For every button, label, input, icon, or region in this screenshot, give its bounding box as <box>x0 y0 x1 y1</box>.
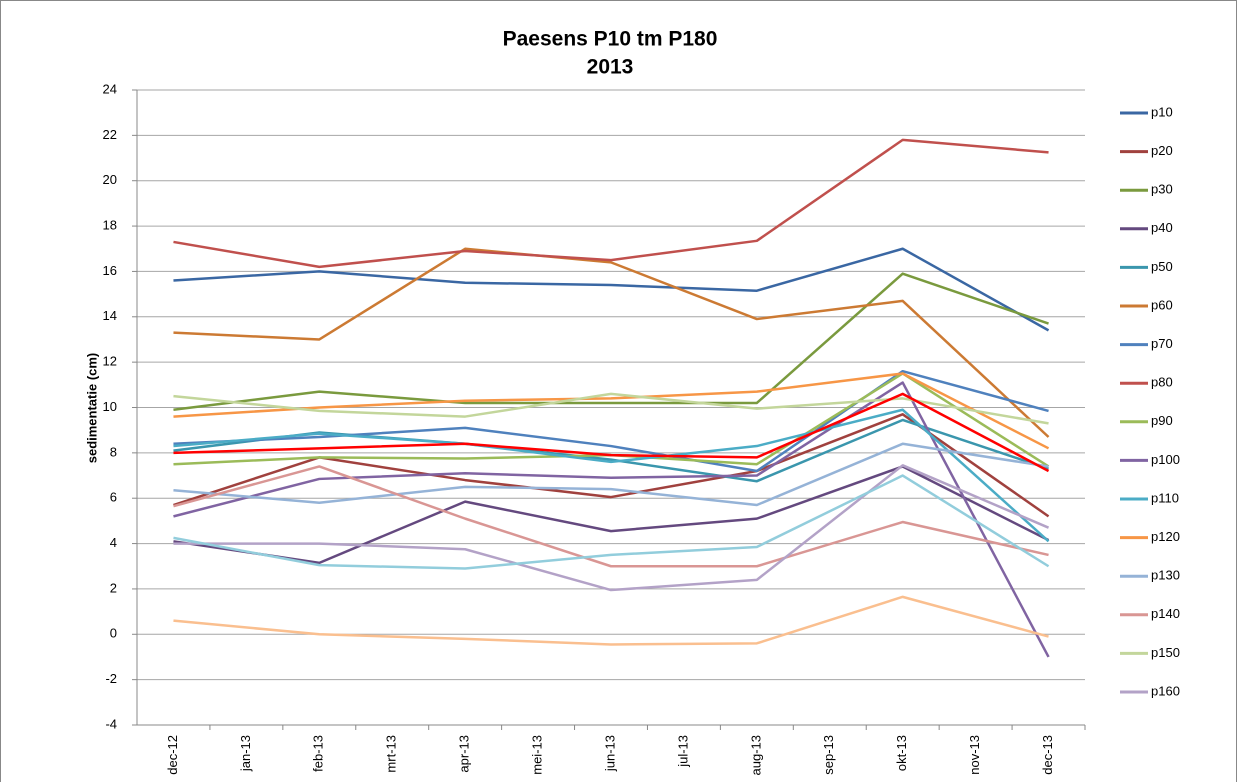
y-tick-label: 14 <box>103 308 117 323</box>
y-tick-label: 24 <box>103 81 117 96</box>
series-line <box>173 272 1049 412</box>
chart-subtitle: 2013 <box>587 56 634 79</box>
x-tick-label: mei-13 <box>530 735 545 775</box>
x-tick-label: okt-13 <box>894 735 909 771</box>
series-line <box>173 465 1049 568</box>
legend-label: p10 <box>1151 104 1173 119</box>
legend-label: p80 <box>1151 375 1173 390</box>
y-tick-label: 10 <box>103 399 117 414</box>
x-tick-label: apr-13 <box>457 735 472 773</box>
y-tick-label: 2 <box>110 580 117 595</box>
legend-label: p60 <box>1151 297 1173 312</box>
legend-label: p40 <box>1151 220 1173 235</box>
series-line <box>173 392 1049 425</box>
series-line <box>173 474 1050 570</box>
x-tick-label: mrt-13 <box>384 735 399 773</box>
chart-title: Paesens P10 tm P180 <box>503 28 718 51</box>
series-line <box>173 464 1050 592</box>
x-tick-label: sep-13 <box>821 735 836 775</box>
series-line <box>173 408 1050 543</box>
legend-label: p70 <box>1151 336 1173 351</box>
series-line <box>173 381 1050 658</box>
series-line <box>173 372 1050 450</box>
y-tick-label: 18 <box>103 218 117 233</box>
series-line <box>173 595 1049 646</box>
y-tick-label: 12 <box>103 354 117 369</box>
y-axis-title: sedimentatie (cm) <box>84 353 99 464</box>
y-tick-label: -2 <box>105 671 117 686</box>
legend-label: p50 <box>1151 259 1173 274</box>
series-line <box>173 369 1049 473</box>
legend-label: p20 <box>1151 143 1173 158</box>
legend-label: p130 <box>1151 568 1180 583</box>
legend-label: p160 <box>1151 683 1180 698</box>
legend-label: p140 <box>1151 606 1180 621</box>
x-tick-label: feb-13 <box>311 735 326 772</box>
x-tick-label: nov-13 <box>967 735 982 775</box>
series-line <box>173 247 1050 438</box>
x-tick-label: jul-13 <box>675 735 690 768</box>
x-tick-label: dec-13 <box>1040 735 1055 775</box>
x-tick-label: jun-13 <box>602 735 617 772</box>
y-tick-label: 6 <box>110 490 117 505</box>
legend-label: p150 <box>1151 645 1180 660</box>
y-tick-label: -4 <box>105 716 117 731</box>
x-tick-label: dec-12 <box>165 735 180 775</box>
x-tick-label: aug-13 <box>748 735 763 775</box>
legend-label: p120 <box>1151 529 1180 544</box>
legend-label: p90 <box>1151 413 1173 428</box>
series-line <box>173 138 1049 269</box>
y-tick-label: 22 <box>103 127 117 142</box>
y-tick-label: 4 <box>110 535 117 550</box>
y-tick-label: 16 <box>103 263 117 278</box>
y-tick-label: 20 <box>103 172 117 187</box>
legend-label: p30 <box>1151 182 1173 197</box>
y-tick-label: 0 <box>110 626 117 641</box>
series-line <box>173 392 1050 473</box>
legend-label: p110 <box>1151 490 1179 505</box>
series-line <box>173 442 1049 507</box>
series-line <box>173 247 1050 332</box>
x-tick-label: jan-13 <box>238 735 253 772</box>
legend-label: p100 <box>1151 452 1180 467</box>
y-tick-label: 8 <box>110 444 117 459</box>
